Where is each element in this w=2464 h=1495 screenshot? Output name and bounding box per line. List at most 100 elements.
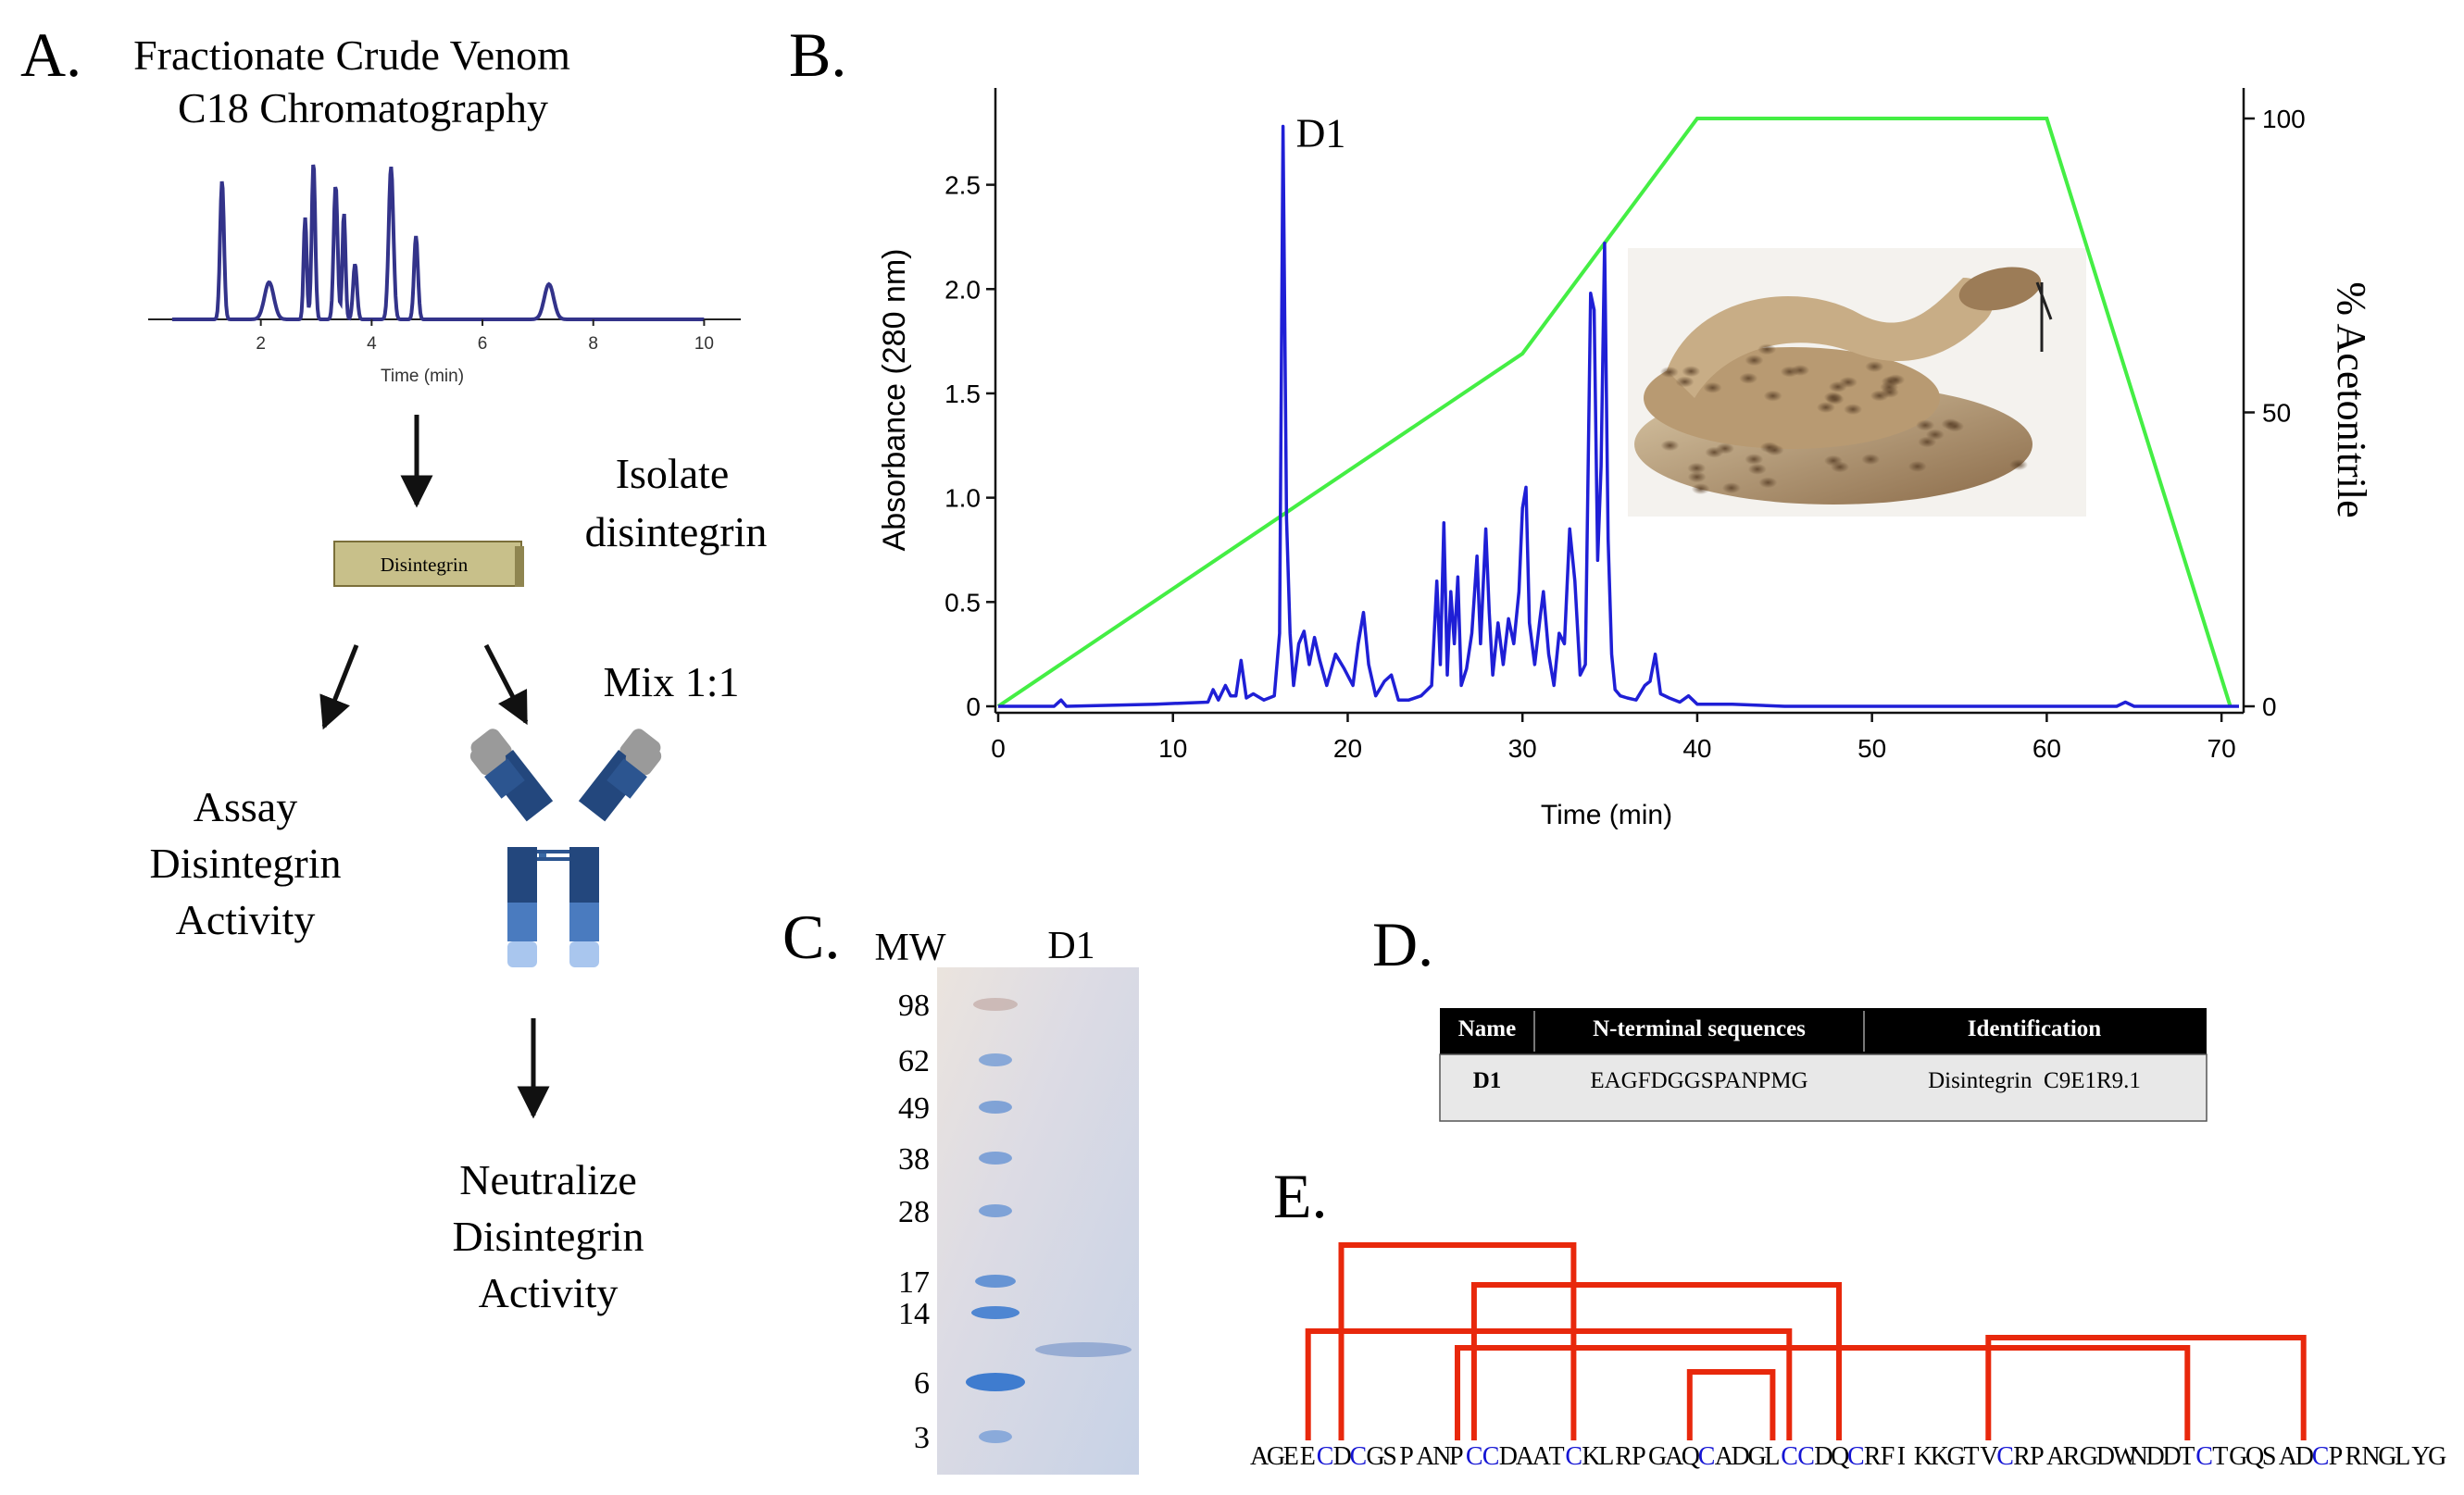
sequence-residue: L xyxy=(1764,1442,1780,1471)
y-tick-label: 0 xyxy=(966,692,981,721)
y-tick-label: 1.5 xyxy=(944,380,981,408)
x-axis-label: Time (min) xyxy=(1541,800,1672,830)
sequence-residue: F xyxy=(1881,1442,1895,1471)
sequence-residue: A xyxy=(1665,1442,1684,1471)
x-tick-label: 30 xyxy=(1508,734,1537,763)
sequence-residue: P xyxy=(1449,1442,1464,1471)
sequence-residue: P xyxy=(2329,1442,2344,1471)
sequence-residue: C xyxy=(2312,1442,2330,1471)
absorbance-trace xyxy=(998,124,2239,708)
y2-tick-label: 100 xyxy=(2262,105,2306,133)
table-header-name: Name xyxy=(1458,1016,1516,1041)
isolate-line1: Isolate xyxy=(616,450,730,497)
sequence-residue: K xyxy=(1931,1442,1949,1471)
sequence-residue: A xyxy=(1715,1442,1734,1471)
sequence-residue: T xyxy=(1963,1442,1979,1471)
y-tick-label: 2.0 xyxy=(944,275,981,304)
sequence-residue: A xyxy=(1250,1442,1270,1471)
sequence-residue: C xyxy=(1317,1442,1334,1471)
y-axis-label: Absorbance (280 nm) xyxy=(877,249,912,552)
mini-chart-tick-label: 10 xyxy=(694,334,714,354)
sequence-residue: C xyxy=(1565,1442,1582,1471)
sequence-residue: C xyxy=(1350,1442,1368,1471)
gel-marker-label: 3 xyxy=(914,1421,930,1455)
neutralize-line3: Activity xyxy=(479,1269,619,1316)
sequence-residue: A xyxy=(2279,1442,2298,1471)
gel-ladder-band xyxy=(973,998,1018,1011)
sequence-residue: R xyxy=(1615,1442,1632,1471)
sequence-residue: S xyxy=(2262,1442,2277,1471)
protein-sequence: AGEECDCGSPANPCCDAATCKLRPGAQCADGLCCDQCRFI… xyxy=(1250,1442,2446,1471)
sequence-residue: P xyxy=(1399,1442,1414,1471)
sequence-residue: T xyxy=(1549,1442,1565,1471)
sequence-residue: Q xyxy=(1682,1442,1700,1471)
sequence-residue: L xyxy=(1598,1442,1614,1471)
gel-marker-label: 28 xyxy=(898,1195,930,1229)
gel-ladder-band xyxy=(975,1275,1016,1288)
sequence-residue: E xyxy=(1300,1442,1316,1471)
table-data-row xyxy=(1439,1053,2208,1122)
sequence-residue: D xyxy=(2096,1442,2115,1471)
mini-chart-tick-label: 2 xyxy=(256,334,266,354)
gel-marker-label: 49 xyxy=(898,1091,930,1126)
mini-chart-trace xyxy=(171,164,705,321)
gel-marker-label: 62 xyxy=(898,1044,930,1078)
gel-ladder-band xyxy=(966,1373,1025,1391)
chromatogram-chart: 0 10 20 30 40 50 60 70 00.51.01.52.02.5 050100 … xyxy=(877,88,2374,830)
sequence-residue: A xyxy=(1516,1442,1535,1471)
disintegrin-box-shadow xyxy=(515,546,524,587)
isolate-line2: disintegrin xyxy=(585,508,768,555)
sequence-residue: S xyxy=(1382,1442,1397,1471)
table-header-row xyxy=(1440,1008,2207,1054)
sequence-residue: G xyxy=(1648,1442,1667,1471)
sequence-residue: N xyxy=(2361,1442,2380,1471)
sequence-residue: G xyxy=(1947,1442,1966,1471)
gel-marker-label: 14 xyxy=(898,1297,930,1331)
sequence-residue: E xyxy=(1283,1442,1299,1471)
snake-neck xyxy=(1667,278,1994,398)
mini-chart-tick-label: 4 xyxy=(367,334,377,354)
x-tick-label: 60 xyxy=(2032,734,2061,763)
sequence-residue: A xyxy=(1532,1442,1552,1471)
gel-ladder-band xyxy=(979,1430,1012,1443)
panel-label-c: C. xyxy=(782,902,840,972)
table-cell-sequence: EAGFDGGSPANPMG xyxy=(1590,1068,1807,1093)
snake-tongue xyxy=(2035,281,2053,352)
sequence-residue: G xyxy=(2229,1442,2247,1471)
arrow-left-branch xyxy=(319,644,359,730)
sequence-residue: N xyxy=(2130,1442,2148,1471)
gel-mw-header: MW xyxy=(875,927,946,969)
gel-ladder-band xyxy=(979,1053,1012,1066)
sequence-residue: T xyxy=(2179,1442,2195,1471)
assay-line1: Assay xyxy=(194,783,297,830)
y-tick-label: 1.0 xyxy=(944,484,981,513)
sequence-residue: R xyxy=(2013,1442,2031,1471)
x-tick-label: 20 xyxy=(1333,734,1362,763)
disintegrin-box: Disintegrin xyxy=(333,541,524,587)
gel-ladder-band xyxy=(979,1152,1012,1165)
panel-label-d: D. xyxy=(1372,909,1433,979)
sequence-residue: L xyxy=(2395,1442,2410,1471)
panel-label-b: B. xyxy=(789,19,846,90)
table-header-sequences: N-terminal sequences xyxy=(1593,1016,1806,1041)
peak-label-d1: D1 xyxy=(1296,111,1346,156)
gel-band-d1 xyxy=(1035,1342,1132,1357)
y2-axis-label: % Acetonitrile xyxy=(2329,281,2374,517)
x-tick-label: 70 xyxy=(2208,734,2236,763)
sequence-residue: C xyxy=(1698,1442,1716,1471)
panel-label-a: A. xyxy=(20,19,81,90)
antibody-icon xyxy=(469,729,662,967)
snake-pattern xyxy=(1659,343,2029,495)
sequence-residue: D xyxy=(1499,1442,1518,1471)
sequence-residue: G xyxy=(2080,1442,2098,1471)
mix-label: Mix 1:1 xyxy=(604,658,740,705)
mini-chart-tick-label: 6 xyxy=(478,334,488,354)
sequence-residue: D xyxy=(1814,1442,1832,1471)
sequence-residue: G xyxy=(1267,1442,1285,1471)
assay-line3: Activity xyxy=(176,896,316,943)
sequence-residue: C xyxy=(1996,1442,2014,1471)
gel-ladder-band xyxy=(979,1204,1012,1217)
sequence-residue: C xyxy=(1482,1442,1500,1471)
